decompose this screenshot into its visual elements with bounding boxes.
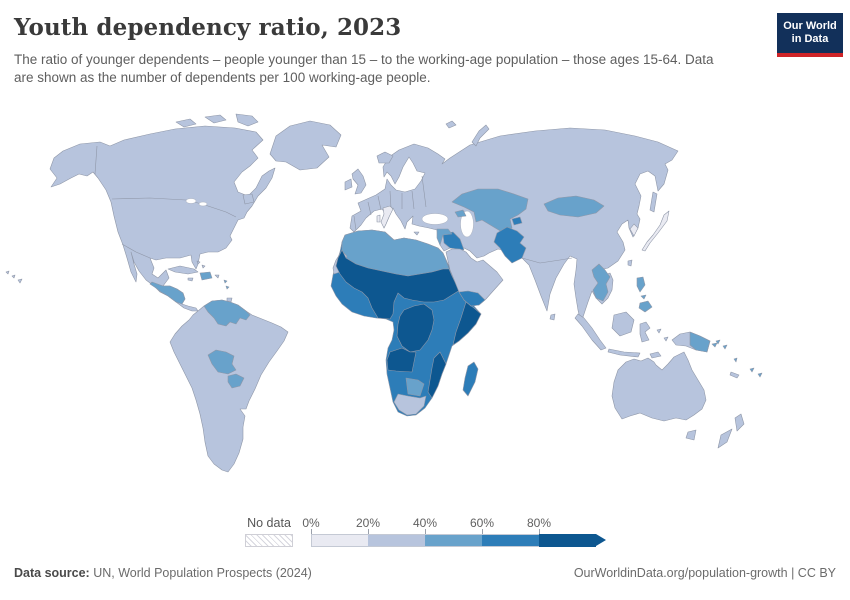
- country-newfoundland[interactable]: [242, 193, 255, 205]
- world-map: [0, 112, 850, 507]
- country-botswana[interactable]: [405, 377, 425, 397]
- canadian-arctic-islands[interactable]: [175, 113, 259, 128]
- country-sri-lanka[interactable]: [549, 313, 556, 321]
- black-sea: [421, 213, 449, 225]
- country-mongolia[interactable]: [543, 195, 605, 218]
- region-north-america[interactable]: [49, 125, 276, 312]
- data-source-label: Data source:: [14, 566, 90, 580]
- country-sardinia[interactable]: [376, 214, 381, 223]
- us-mexico-border: [121, 243, 151, 259]
- himalaya-border: [521, 257, 573, 264]
- region-sahel[interactable]: [335, 249, 461, 320]
- country-australia[interactable]: [611, 351, 707, 422]
- country-bolivia[interactable]: [207, 349, 237, 375]
- country-japan[interactable]: [641, 210, 670, 252]
- owid-logo-line1: Our World: [783, 19, 837, 32]
- legend-segment-40-60[interactable]: [425, 534, 482, 547]
- region-central-america[interactable]: [149, 281, 186, 305]
- legend-tickmark: [539, 529, 540, 534]
- owid-link[interactable]: OurWorldinData.org/population-growth: [573, 566, 788, 580]
- legend-tick-80: 80%: [526, 516, 552, 530]
- country-angola[interactable]: [386, 347, 417, 373]
- country-crete[interactable]: [413, 231, 420, 236]
- country-south-africa[interactable]: [393, 393, 427, 416]
- country-philippines[interactable]: [636, 276, 653, 313]
- country-dr-congo[interactable]: [396, 303, 435, 353]
- footer-attribution: OurWorldinData.org/population-growth | C…: [574, 566, 836, 580]
- country-united-kingdom[interactable]: [351, 168, 367, 195]
- owid-logo[interactable]: Our World in Data: [777, 13, 843, 57]
- pacific-islands[interactable]: [715, 339, 763, 379]
- chart-subtitle: The ratio of younger dependents – people…: [14, 52, 714, 86]
- legend-tick-0: 0%: [302, 516, 320, 530]
- legend-tick-40: 40%: [412, 516, 438, 530]
- country-hispaniola[interactable]: [199, 271, 213, 281]
- country-new-britain[interactable]: [711, 342, 718, 348]
- country-greenland[interactable]: [269, 120, 342, 171]
- country-yemen[interactable]: [458, 290, 486, 307]
- country-mozambique[interactable]: [427, 351, 447, 399]
- country-madagascar[interactable]: [462, 361, 479, 397]
- country-taiwan[interactable]: [627, 259, 633, 267]
- hawaii-islands[interactable]: [5, 270, 23, 284]
- country-italy[interactable]: [380, 205, 394, 229]
- legend-segment-80-plus[interactable]: [539, 534, 596, 547]
- country-venezuela-guyanas[interactable]: [203, 299, 251, 327]
- legend-tickmark: [482, 529, 483, 534]
- caribbean-islands[interactable]: [187, 260, 233, 303]
- legend-colorbar: [311, 534, 606, 547]
- region-south-america[interactable]: [169, 299, 289, 473]
- country-laos-cambodia[interactable]: [591, 263, 611, 302]
- footer-separator: |: [787, 566, 798, 580]
- country-azerbaijan[interactable]: [454, 209, 467, 218]
- legend-tickmark: [311, 529, 312, 534]
- data-source-value: UN, World Population Prospects (2024): [89, 566, 312, 580]
- legend-tickmark: [425, 529, 426, 534]
- legend-tick-20: 20%: [355, 516, 381, 530]
- country-tajikistan[interactable]: [511, 216, 523, 226]
- country-indonesia[interactable]: [574, 311, 669, 359]
- legend-segment-20-40[interactable]: [368, 534, 425, 547]
- license-label[interactable]: CC BY: [797, 566, 836, 580]
- caspian-sea: [460, 210, 474, 238]
- country-south-korea[interactable]: [629, 223, 639, 237]
- country-paraguay[interactable]: [227, 373, 245, 389]
- legend-tickmark: [368, 529, 369, 534]
- arctic-islands[interactable]: [445, 120, 490, 147]
- country-cuba[interactable]: [167, 265, 199, 275]
- country-papua-new-guinea[interactable]: [689, 331, 711, 353]
- owid-logo-line2: in Data: [791, 33, 829, 45]
- country-afghanistan-pakistan[interactable]: [493, 226, 527, 264]
- country-iceland[interactable]: [376, 151, 394, 164]
- great-lakes: [185, 198, 197, 204]
- legend-no-data-swatch[interactable]: [245, 534, 293, 547]
- europe-country-borders: [353, 175, 427, 231]
- legend-tick-60: 60%: [469, 516, 495, 530]
- page-title: Youth dependency ratio, 2023: [14, 14, 402, 41]
- world-map-svg: [5, 113, 763, 473]
- country-new-zealand[interactable]: [717, 413, 745, 449]
- legend-no-data-label: No data: [247, 516, 291, 530]
- country-ireland[interactable]: [344, 178, 353, 191]
- legend-segment-60-80[interactable]: [482, 534, 539, 547]
- region-central-asia[interactable]: [451, 188, 529, 233]
- country-tasmania[interactable]: [685, 429, 697, 441]
- great-lakes-east: [198, 201, 208, 207]
- legend-segment-0-20[interactable]: [311, 534, 368, 547]
- country-somalia[interactable]: [452, 301, 482, 346]
- map-legend: No data 0% 20% 40% 60% 80%: [0, 514, 850, 552]
- country-syria-jordan[interactable]: [436, 228, 453, 246]
- country-sakhalin[interactable]: [649, 191, 658, 213]
- data-source: Data source: UN, World Population Prospe…: [14, 566, 312, 580]
- alaska-canada-border: [94, 145, 98, 175]
- legend-arrow-icon: [596, 534, 606, 546]
